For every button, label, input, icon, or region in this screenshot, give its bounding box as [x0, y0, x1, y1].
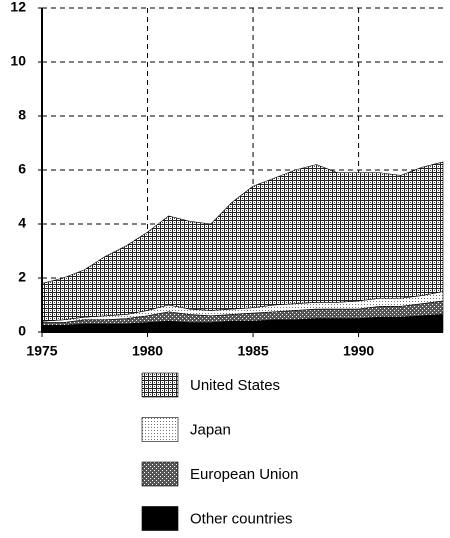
- x-tick-label: 1980: [132, 343, 163, 359]
- legend-label: Japan: [190, 421, 231, 438]
- legend-swatch: [141, 417, 179, 442]
- legend-label: United States: [190, 377, 280, 394]
- legend-swatch: [141, 506, 179, 531]
- y-tick-label: 10: [10, 53, 26, 69]
- x-tick-label: 1975: [26, 343, 57, 359]
- legend-swatch: [141, 372, 179, 398]
- y-tick-label: 8: [18, 107, 26, 123]
- y-tick-label: 12: [10, 0, 26, 15]
- legend-swatch: [141, 461, 179, 487]
- y-tick-label: 6: [18, 161, 26, 177]
- x-tick-label: 1985: [237, 343, 268, 359]
- y-tick-label: 0: [18, 323, 26, 339]
- area: [41, 161, 444, 322]
- legend-label: Other countries: [190, 510, 293, 527]
- y-tick-label: 2: [18, 269, 26, 285]
- y-tick-label: 4: [18, 215, 26, 231]
- legend-label: European Union: [190, 466, 298, 483]
- x-tick-label: 1990: [343, 343, 374, 359]
